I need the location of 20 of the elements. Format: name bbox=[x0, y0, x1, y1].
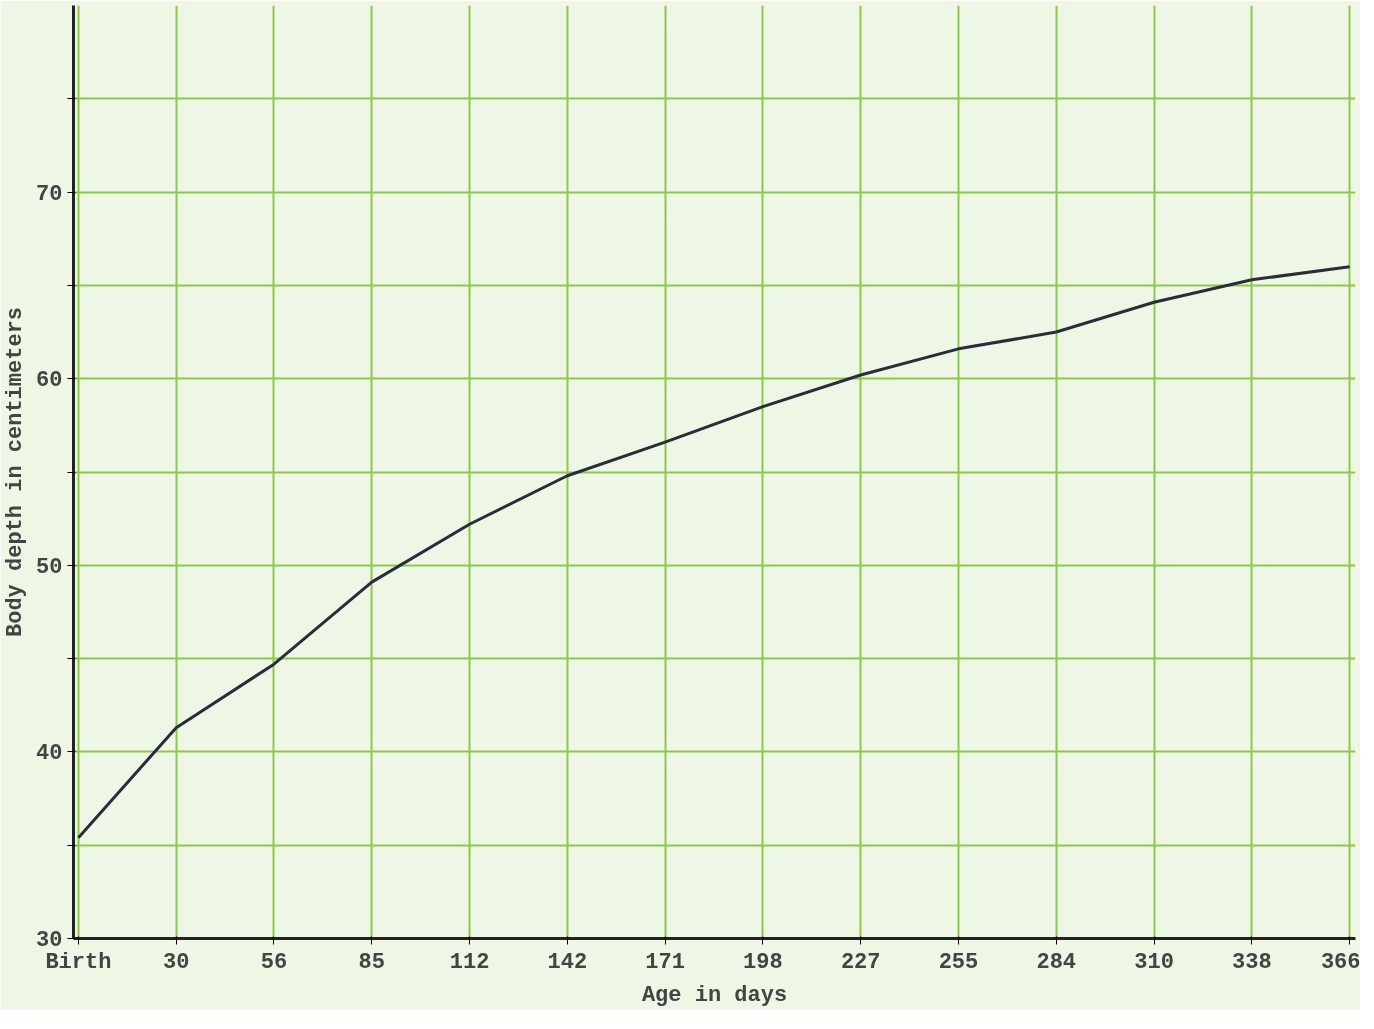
x-tick-label: 56 bbox=[260, 949, 288, 975]
y-tick-label: 50 bbox=[36, 554, 63, 580]
y-tick-label: 70 bbox=[36, 181, 63, 207]
x-tick-label: 255 bbox=[938, 949, 979, 975]
x-tick-label: 85 bbox=[358, 949, 385, 975]
x-tick-label: 198 bbox=[743, 949, 783, 975]
x-tick-label: 284 bbox=[1036, 949, 1077, 975]
x-tick-label: 142 bbox=[547, 949, 588, 975]
line-series bbox=[76, 265, 1352, 840]
y-tick-label: 60 bbox=[36, 368, 63, 394]
y-axis-title: Body depth in centimeters bbox=[3, 306, 29, 638]
x-tick-label: 30 bbox=[162, 949, 190, 975]
x-tick-label: 112 bbox=[449, 949, 490, 975]
x-tick-label: 338 bbox=[1232, 949, 1272, 975]
x-tick-label: 366 bbox=[1320, 949, 1361, 975]
x-axis-title: Age in days bbox=[641, 982, 788, 1008]
y-tick-label: 40 bbox=[36, 741, 63, 767]
x-tick-label: 227 bbox=[840, 949, 881, 975]
x-tick-label: 171 bbox=[645, 949, 685, 975]
x-tick-label: 310 bbox=[1134, 949, 1174, 975]
